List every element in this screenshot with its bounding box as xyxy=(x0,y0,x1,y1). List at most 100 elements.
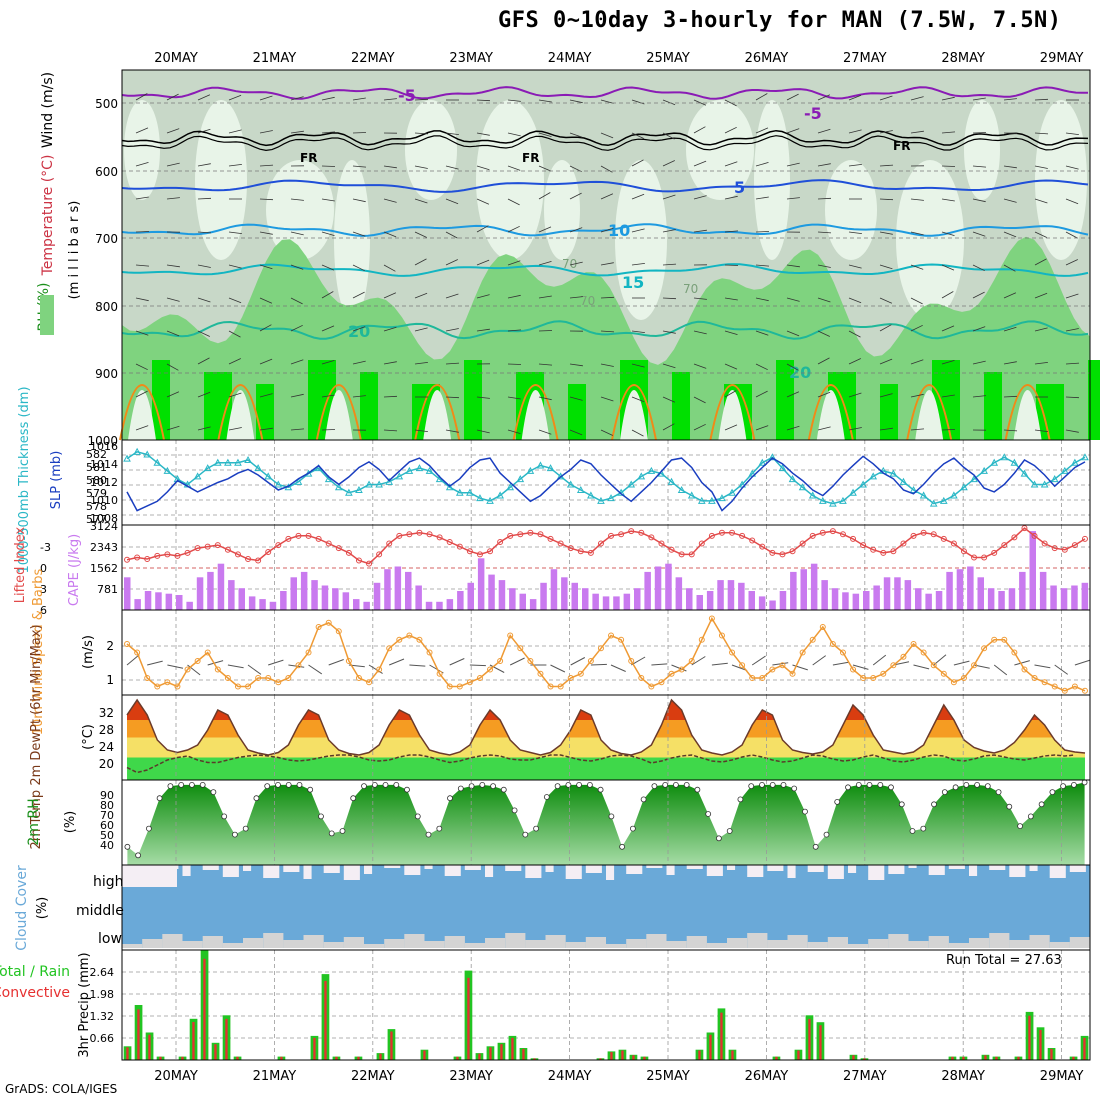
upper-wind-barb xyxy=(166,93,179,101)
precip-convective-bar xyxy=(181,1056,184,1060)
lifted-index-point xyxy=(1041,540,1048,547)
upper-wind-barb xyxy=(166,128,180,134)
thickness-tick-label: 581 xyxy=(86,461,107,474)
cape-bar xyxy=(405,571,412,610)
upper-wind-barb xyxy=(848,297,862,304)
rh2m-point xyxy=(221,813,228,820)
cape-bar xyxy=(1081,582,1089,610)
upper-wind-barb xyxy=(1065,198,1079,205)
cloud-high-gap xyxy=(686,865,703,869)
wind-barb xyxy=(651,663,668,666)
wind-barb xyxy=(610,664,626,672)
cape-bar xyxy=(790,571,797,610)
upper-wind-barb xyxy=(135,363,148,371)
upper-wind-barb xyxy=(817,297,831,303)
wind-speed-point xyxy=(406,632,413,639)
precip-convective-bar xyxy=(951,1056,954,1060)
wind-barb xyxy=(550,664,566,673)
cloud-high-gap xyxy=(323,865,340,873)
cloud-high-gap xyxy=(989,865,1006,870)
upper-wind-barb xyxy=(600,330,615,333)
cloud-low-fill xyxy=(525,940,546,948)
upper-wind-barb xyxy=(538,330,553,332)
lifted-index-point xyxy=(366,560,373,567)
cloud-low-fill xyxy=(122,944,143,948)
lifted-index-point xyxy=(416,529,423,536)
thickness-point xyxy=(960,483,968,491)
thickness-point xyxy=(445,483,454,491)
upper-wind-barb xyxy=(538,132,552,137)
lifted-index-point xyxy=(920,529,927,536)
upper-wind-barb xyxy=(1034,429,1048,432)
upper-wind-barb xyxy=(538,396,552,401)
pressure-tick-label: 900 xyxy=(95,367,118,381)
wind-speed-point xyxy=(910,641,917,647)
upper-wind-barb xyxy=(321,165,336,167)
precip-convective-bar xyxy=(214,1044,217,1060)
wind-speed-point xyxy=(628,658,635,664)
upper-wind-barb xyxy=(786,93,799,101)
rh-saturated-column xyxy=(672,372,690,440)
cloud-low-fill xyxy=(1009,940,1030,948)
upper-wind-barb xyxy=(817,197,832,200)
cloud-low-fill xyxy=(747,933,768,948)
lifted-index-point xyxy=(718,529,725,536)
wind-barb xyxy=(207,660,224,666)
upper-wind-barb xyxy=(383,198,397,203)
rh2m-point xyxy=(920,825,927,832)
upper-wind-barb xyxy=(414,231,427,238)
cloud-high-gap xyxy=(848,865,857,873)
thickness-tick-label: 578 xyxy=(86,500,107,513)
t2m-line xyxy=(126,698,1086,756)
cape-bar xyxy=(238,588,245,610)
upper-wind-barb xyxy=(538,99,552,103)
upper-wind-barb xyxy=(972,198,986,203)
cape-bar xyxy=(415,585,422,610)
precip-axis-title: 3hr Precip (mm) xyxy=(77,952,92,1057)
upper-wind-barb xyxy=(941,429,956,431)
thickness-point xyxy=(980,466,988,474)
cloud-high-gap xyxy=(182,865,191,876)
cape-bar xyxy=(436,601,443,610)
upper-wind-barb xyxy=(383,292,397,299)
lifted-index-point xyxy=(335,545,342,552)
upper-wind-barb xyxy=(445,293,459,299)
thickness-point xyxy=(899,477,908,485)
date-label-top: 28MAY xyxy=(941,51,985,66)
upper-wind-barb xyxy=(476,294,490,299)
upper-wind-barb xyxy=(972,97,986,101)
cloud-high-gap xyxy=(1069,865,1086,872)
thickness-point xyxy=(224,458,232,466)
isotherm-25-loop xyxy=(709,384,756,441)
lifted-index-point xyxy=(749,537,756,544)
upper-wind-barb xyxy=(1034,132,1049,135)
cape-bar xyxy=(1008,588,1016,610)
thickness-point xyxy=(213,458,222,466)
wind-speed-point xyxy=(1011,649,1018,656)
wind-speed-point xyxy=(819,624,826,630)
cloud-low-fill xyxy=(404,934,425,948)
upper-wind-barb xyxy=(941,360,955,365)
precip-convective-bar xyxy=(1083,1037,1086,1060)
contour-label: FR xyxy=(522,151,539,165)
cape-bar xyxy=(696,595,703,610)
lifted-index-point xyxy=(638,529,645,536)
upper-wind-barb xyxy=(786,391,800,398)
upper-wind-barb xyxy=(445,429,459,433)
upper-wind-barb xyxy=(755,196,769,200)
thickness-point xyxy=(355,485,363,493)
upper-wind-barb xyxy=(383,395,398,398)
precip-convective-bar xyxy=(423,1050,426,1060)
lifted-index-point xyxy=(255,557,262,564)
cape-bar xyxy=(686,588,693,610)
rh2m-point xyxy=(823,831,830,838)
upper-wind-barb xyxy=(662,263,677,266)
upper-wind-barb xyxy=(352,165,367,168)
cloud-low-fill xyxy=(767,940,788,948)
upper-wind-barb xyxy=(414,292,428,299)
upper-wind-barb xyxy=(290,198,304,201)
rh2m-point xyxy=(522,831,529,838)
lifted-index-point xyxy=(890,548,897,555)
thickness-point xyxy=(405,466,414,474)
rh2m-point xyxy=(963,782,970,788)
